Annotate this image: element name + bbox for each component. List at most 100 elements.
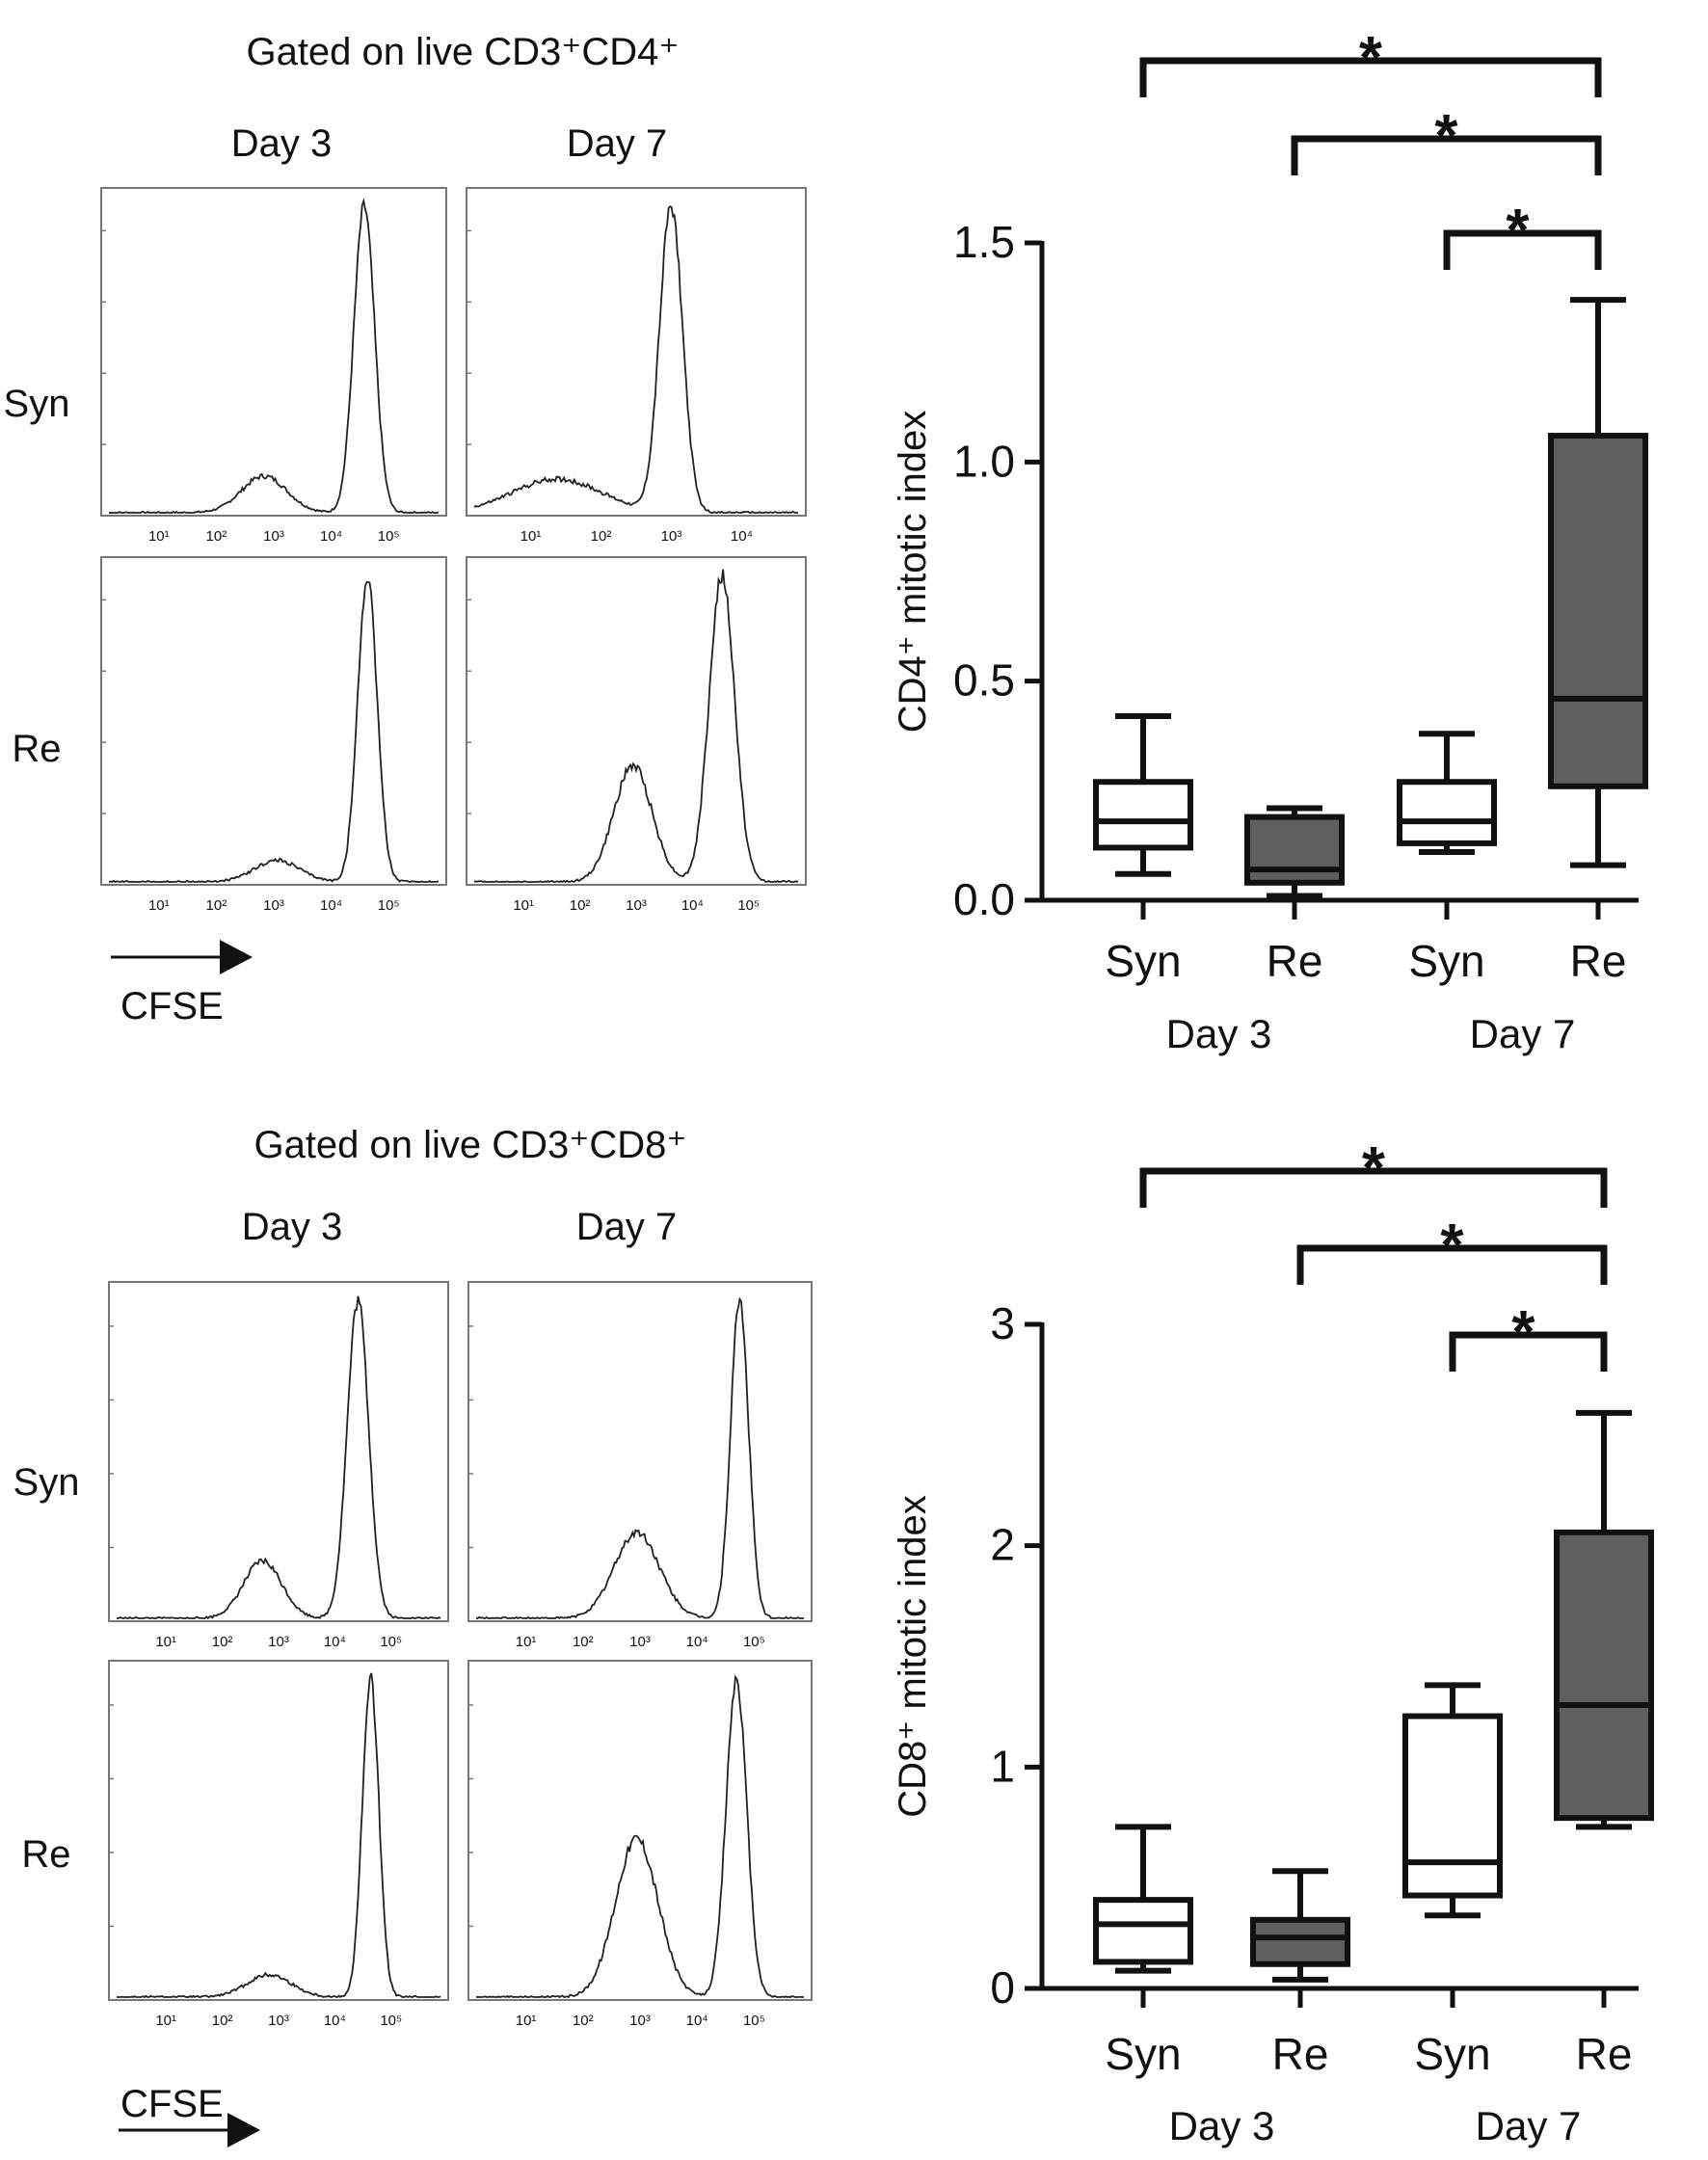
histogram-panel: 10¹ 10² 10³ 10⁴ 10⁵ (467, 1281, 813, 1650)
histogram-panel: 10¹ 10² 10³ 10⁴ 10⁵ (467, 1660, 813, 2029)
x-tick-label: 10⁴ (324, 2013, 346, 2029)
histogram-curve (116, 1295, 441, 1620)
x-tick-label: 10¹ (155, 2013, 176, 2029)
x-tick-label: 10¹ (516, 2013, 537, 2029)
x-tick-label: 10⁴ (686, 2013, 708, 2029)
box-iqr (1250, 1916, 1350, 1967)
row-label: Re (21, 1833, 70, 1876)
x-group-label: Day 3 (1169, 2103, 1275, 2148)
box-iqr (1093, 779, 1193, 851)
histogram-title: Gated on live CD3⁺CD4⁺ (246, 31, 679, 73)
x-category-label: Syn (1105, 2029, 1181, 2079)
x-tick-label: 10⁵ (378, 528, 400, 545)
x-group-label: Day 7 (1476, 2103, 1582, 2148)
x-tick-label: 10⁵ (743, 1634, 765, 1650)
bracket-line (1449, 1331, 1608, 1372)
y-tick-label: 3 (990, 1298, 1015, 1348)
x-tick-label: 10³ (629, 1634, 651, 1650)
x-tick-label: 10⁴ (324, 1634, 346, 1650)
significance-star: * (1506, 198, 1530, 264)
box-syn: Syn (1397, 731, 1497, 986)
column-label: Day 3 (231, 122, 333, 165)
histogram-curve (108, 197, 440, 515)
panel-frame (100, 187, 447, 517)
box-iqr (1548, 433, 1648, 789)
x-tick-label: 10³ (263, 897, 284, 914)
y-tick-label: 1 (990, 1741, 1015, 1791)
histogram-figure: Gated on live CD3⁺CD4⁺ Day 3 Day 7 Syn Re 10¹… (4, 31, 807, 1027)
bracket-line (1296, 1244, 1608, 1285)
column-label: Day 3 (242, 1206, 343, 1248)
bracket-line (1443, 229, 1602, 270)
boxplot: 0 1 2 3 CD8⁺ mitotic index Syn Re Syn Re Day 3 Day… (892, 1135, 1654, 2148)
x-category-label: Re (1576, 2029, 1633, 2079)
x-group-label: Day 7 (1470, 1011, 1576, 1056)
x-tick-label: 10¹ (520, 528, 542, 545)
histogram-title: Gated on live CD3⁺CD8⁺ (254, 1124, 686, 1166)
histogram-panel: 10¹ 10² 10³ 10⁴ 10⁵ (100, 556, 447, 914)
panel-frame (108, 1660, 449, 2001)
box-iqr (1402, 1713, 1503, 1899)
x-tick-label: 10² (206, 528, 227, 545)
row-label: Re (12, 728, 61, 770)
column-label: Day 7 (576, 1206, 678, 1248)
x-tick-label: 10² (573, 2013, 594, 2029)
x-category-label: Re (1570, 936, 1627, 986)
boxplot: 0.0 0.5 1.0 1.5 CD4⁺ mitotic index Syn Re Syn Re… (892, 25, 1648, 1056)
histogram-panel: 10¹ 10² 10³ 10⁴ 10⁵ (108, 1660, 449, 2029)
box-iqr (1244, 813, 1345, 886)
y-axis-label: CD4⁺ mitotic index (892, 411, 934, 733)
significance-bracket: * (1443, 198, 1602, 270)
x-tick-label: 10² (212, 2013, 233, 2029)
significance-star: * (1362, 1135, 1386, 1202)
x-tick-label: 10³ (263, 528, 284, 545)
histogram-curve (475, 1674, 804, 1999)
x-tick-label: 10¹ (148, 897, 170, 914)
y-tick-label: 2 (990, 1520, 1015, 1570)
box-iqr (1397, 779, 1497, 846)
significance-bracket: * (1139, 25, 1602, 97)
x-tick-label: 10³ (629, 2013, 651, 2029)
histogram-curve (108, 580, 439, 884)
x-category-label: Re (1267, 936, 1323, 986)
panel-frame (467, 1281, 813, 1622)
x-tick-label: 10⁵ (743, 2013, 765, 2029)
x-tick-label: 10⁴ (686, 1634, 708, 1650)
significance-star: * (1511, 1299, 1535, 1366)
histogram-panel: 10¹ 10² 10³ 10⁴ 10⁵ (108, 1281, 449, 1650)
bracket-line (1291, 135, 1602, 175)
x-tick-label: 10² (212, 1634, 233, 1650)
x-tick-label: 10³ (268, 2013, 289, 2029)
histogram-figure: Gated on live CD3⁺CD8⁺ Day 3 Day 7 Syn Re 10¹… (13, 1124, 813, 2147)
x-tick-label: 10² (573, 1634, 594, 1650)
y-tick-label: 1.5 (953, 217, 1015, 267)
panel-frame (466, 187, 807, 517)
x-tick-label: 10¹ (148, 528, 170, 545)
box-iqr (1093, 1897, 1193, 1965)
x-tick-label: 10⁴ (320, 897, 342, 914)
box-re: Re (1244, 805, 1345, 986)
histogram-curve (117, 1672, 441, 1999)
box-syn: Syn (1093, 713, 1193, 986)
histogram-panel: 10¹ 10² 10³ 10⁴ 10⁵ (466, 556, 807, 914)
x-tick-label: 10¹ (516, 1634, 537, 1650)
significance-bracket: * (1139, 1135, 1608, 1208)
y-tick-label: 0.5 (953, 655, 1015, 706)
panel-frame (467, 1660, 813, 2001)
significance-bracket: * (1449, 1299, 1608, 1372)
bracket-line (1139, 1167, 1608, 1208)
cfse-label: CFSE (120, 2083, 224, 2125)
x-category-label: Syn (1408, 936, 1484, 986)
x-tick-label: 10⁴ (320, 528, 342, 545)
x-tick-label: 10³ (268, 1634, 289, 1650)
histogram-curve (476, 1296, 804, 1620)
panel-frame (466, 556, 807, 886)
x-tick-label: 10⁵ (737, 897, 760, 914)
column-label: Day 7 (567, 122, 668, 165)
panel-frame (100, 556, 447, 886)
bracket-line (1139, 57, 1602, 97)
x-tick-label: 10¹ (155, 1634, 176, 1650)
box-syn: Syn (1093, 1824, 1193, 2079)
x-tick-label: 10³ (661, 528, 682, 545)
histogram-panel: 10¹ 10² 10³ 10⁴ (466, 187, 807, 545)
